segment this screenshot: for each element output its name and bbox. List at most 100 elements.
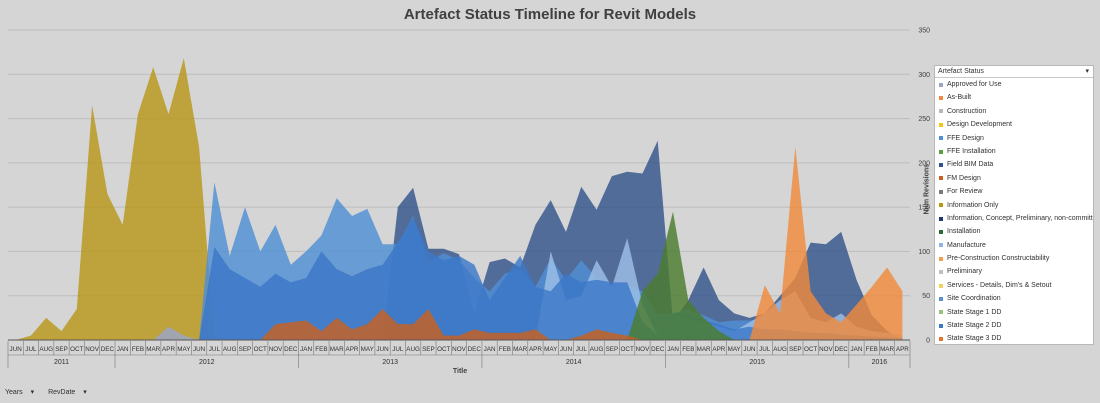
legend-item[interactable]: State Stage 2 DD (935, 319, 1093, 332)
legend-label: Field BIM Data (947, 161, 994, 169)
legend-label: For Review (947, 188, 983, 196)
x-tick-label: SEP (789, 346, 802, 353)
x-tick-label: FEB (866, 346, 878, 353)
legend-swatch (939, 96, 943, 101)
x-tick-label: SEP (606, 346, 619, 353)
x-tick-label: AUG (773, 346, 787, 353)
chevron-down-icon[interactable]: ▾ (1085, 68, 1089, 75)
x-tick-label: APR (529, 346, 542, 353)
legend-label: Information, Concept, Preliminary, non-c… (947, 214, 1094, 222)
years-filter-label: Years (5, 389, 23, 396)
legend-label: Services - Details, Dim's & Setout (947, 281, 1052, 289)
x-tick-label: AUG (406, 346, 420, 353)
legend-swatch (939, 109, 943, 114)
legend-swatch (939, 296, 943, 301)
x-tick-label: SEP (239, 346, 252, 353)
legend-item[interactable]: FFE Installation (935, 145, 1093, 158)
year-label: 2011 (54, 359, 69, 366)
x-tick-label: NOV (269, 346, 283, 353)
legend-item[interactable]: Construction (935, 105, 1093, 118)
x-tick-label: JUN (10, 346, 23, 353)
legend-label: As-Built (947, 94, 972, 102)
area-series (15, 217, 903, 340)
revdate-filter[interactable]: RevDate ▾ (48, 389, 93, 396)
y-tick-label: 350 (918, 28, 930, 35)
legend-item[interactable]: Manufacture (935, 239, 1093, 252)
legend-item[interactable]: Preliminary (935, 265, 1093, 278)
legend-label: Preliminary (947, 268, 983, 276)
legend[interactable]: Artefact Status ▾ Approved for Use As-Bui… (934, 65, 1094, 345)
legend-swatch (939, 176, 943, 181)
x-tick-label: APR (712, 346, 725, 353)
legend-item[interactable]: Field BIM Data (935, 158, 1093, 171)
x-tick-label: DEC (468, 346, 482, 353)
legend-swatch (939, 337, 943, 342)
y-axis-title: Num Revisions (923, 163, 931, 215)
legend-swatch (939, 283, 943, 288)
x-tick-label: JAN (667, 346, 679, 353)
x-tick-label: OCT (804, 346, 817, 353)
legend-item[interactable]: Information, Concept, Preliminary, non-c… (935, 212, 1093, 225)
legend-item[interactable]: FM Design (935, 172, 1093, 185)
legend-swatch (939, 229, 943, 234)
x-tick-label: APR (162, 346, 175, 353)
x-tick-label: OCT (621, 346, 634, 353)
y-tick-label: 100 (918, 249, 930, 256)
legend-label: Information Only (947, 201, 999, 209)
year-label: 2012 (199, 359, 215, 366)
legend-label: Site Coordination (947, 295, 1001, 303)
x-tick-label: JAN (484, 346, 496, 353)
legend-item[interactable]: Services - Details, Dim's & Setout (935, 279, 1093, 292)
legend-swatch (939, 136, 943, 141)
x-tick-label: MAY (728, 346, 742, 353)
y-tick-label: 150 (918, 205, 930, 212)
legend-item[interactable]: FFE Design (935, 132, 1093, 145)
x-tick-label: JUN (560, 346, 573, 353)
legend-swatch (939, 203, 943, 208)
x-tick-label: JUL (576, 346, 588, 353)
x-tick-label: JUL (392, 346, 404, 353)
legend-item[interactable]: For Review (935, 185, 1093, 198)
x-tick-label: FEB (315, 346, 327, 353)
x-tick-label: JAN (851, 346, 863, 353)
revdate-filter-label: RevDate (48, 389, 76, 396)
legend-swatch (939, 189, 943, 194)
legend-item[interactable]: Design Development (935, 118, 1093, 131)
legend-item[interactable]: State Stage 1 DD (935, 306, 1093, 319)
legend-header[interactable]: Artefact Status ▾ (935, 66, 1093, 78)
legend-item[interactable]: Pre-Construction Constructability (935, 252, 1093, 265)
x-tick-label: MAR (697, 346, 711, 353)
legend-item[interactable]: Installation (935, 225, 1093, 238)
legend-label: Installation (947, 228, 981, 236)
x-tick-label: NOV (636, 346, 650, 353)
legend-swatch (939, 163, 943, 168)
x-tick-label: NOV (819, 346, 833, 353)
x-tick-label: APR (896, 346, 909, 353)
legend-item[interactable]: State Stage 3 DD (935, 332, 1093, 344)
x-tick-label: MAY (361, 346, 375, 353)
year-label: 2015 (749, 359, 765, 366)
legend-item[interactable]: As-Built (935, 91, 1093, 104)
x-tick-label: JAN (117, 346, 129, 353)
legend-label: State Stage 3 DD (947, 335, 1002, 343)
y-tick-label: 50 (922, 293, 930, 300)
legend-item[interactable]: Approved for Use (935, 78, 1093, 91)
years-filter[interactable]: Years ▾ (5, 389, 40, 396)
y-tick-label: 200 (918, 160, 930, 167)
x-tick-label: AUG (590, 346, 604, 353)
x-tick-label: FEB (499, 346, 511, 353)
x-tick-label: DEC (284, 346, 298, 353)
x-tick-label: OCT (254, 346, 267, 353)
legend-label: FFE Installation (947, 147, 996, 155)
legend-label: Construction (947, 107, 987, 115)
x-tick-label: MAR (146, 346, 160, 353)
x-tick-label: MAY (544, 346, 558, 353)
x-tick-label: NOV (452, 346, 466, 353)
legend-items: Approved for Use As-Built Construction Desi… (935, 78, 1093, 344)
legend-item[interactable]: Site Coordination (935, 292, 1093, 305)
area-series (15, 146, 903, 340)
x-tick-label: SEP (422, 346, 435, 353)
x-tick-label: DEC (651, 346, 665, 353)
legend-item[interactable]: Information Only (935, 199, 1093, 212)
legend-label: FFE Design (947, 134, 984, 142)
